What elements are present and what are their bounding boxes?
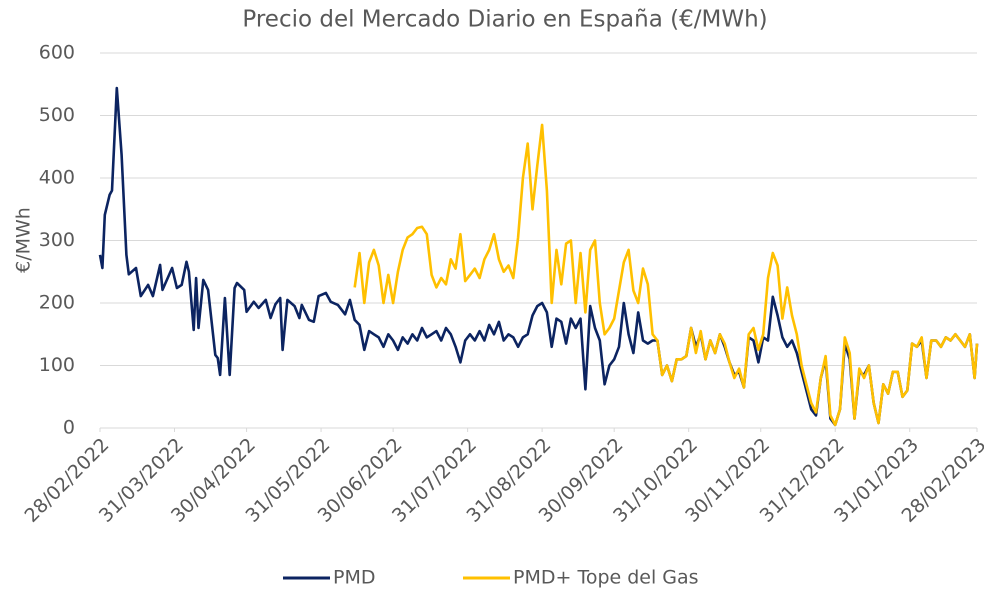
y-axis-label: €/MWh bbox=[13, 207, 35, 273]
y-tick-label: 400 bbox=[39, 167, 75, 189]
y-tick-label: 200 bbox=[39, 292, 75, 314]
series-line bbox=[353, 123, 979, 427]
series-line bbox=[98, 86, 979, 427]
y-tick-label: 500 bbox=[39, 104, 75, 126]
y-tick-label: 0 bbox=[63, 417, 75, 439]
y-tick-label: 100 bbox=[39, 354, 75, 376]
y-tick-label: 600 bbox=[39, 42, 75, 64]
legend-label: PMD+ Tope del Gas bbox=[513, 567, 699, 589]
y-tick-label: 300 bbox=[39, 229, 75, 251]
legend-label: PMD bbox=[333, 567, 375, 589]
chart-title: Precio del Mercado Diario en España (€/M… bbox=[242, 7, 767, 33]
